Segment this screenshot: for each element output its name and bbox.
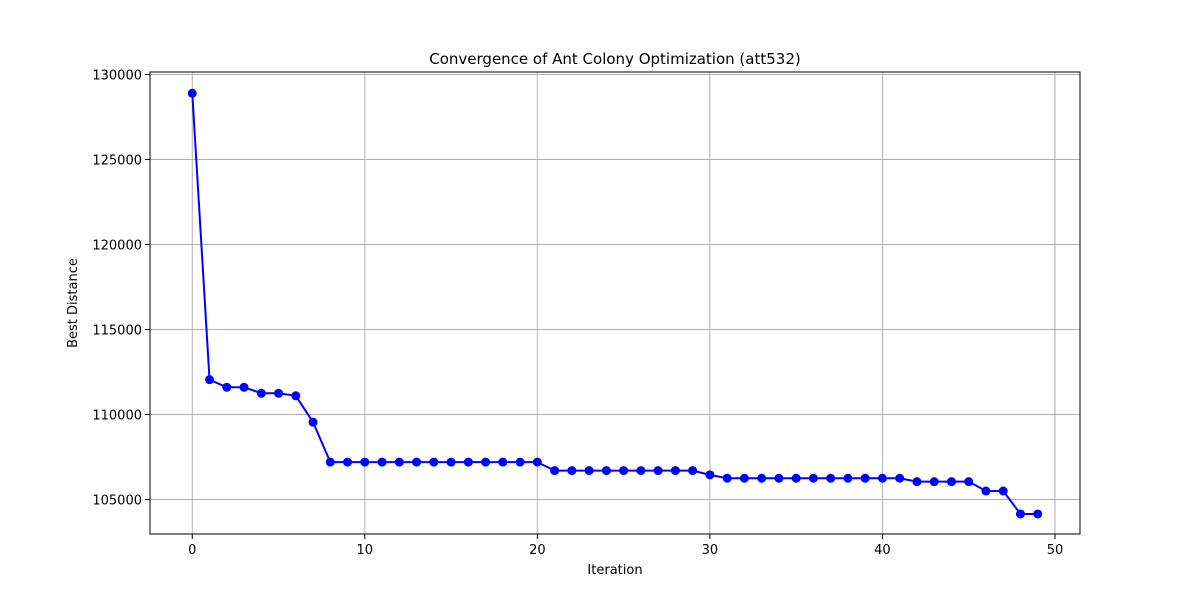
data-point [981, 486, 991, 496]
data-point [826, 473, 836, 483]
data-point [377, 457, 387, 467]
data-point [757, 473, 767, 483]
y-axis-label: Best Distance [66, 258, 81, 348]
data-point [394, 457, 404, 467]
y-tick-label: 115000 [92, 324, 142, 339]
data-point [343, 457, 353, 467]
y-tick-label: 105000 [92, 493, 142, 508]
x-tick-label: 20 [529, 543, 546, 558]
data-point [256, 388, 266, 398]
chart-title: Convergence of Ant Colony Optimization (… [429, 50, 800, 68]
data-point [446, 457, 456, 467]
data-point [912, 477, 922, 487]
data-point [808, 473, 818, 483]
data-markers [187, 88, 1043, 519]
y-tick-label: 110000 [92, 409, 142, 424]
grid-lines [150, 72, 1080, 534]
data-point [308, 417, 318, 427]
x-tick-label: 10 [357, 543, 374, 558]
data-point [205, 375, 215, 385]
data-point [274, 388, 284, 398]
y-tick-label: 130000 [92, 69, 142, 84]
data-point [636, 466, 646, 476]
data-point [843, 473, 853, 483]
data-point [239, 382, 249, 392]
y-axis-ticks: 105000 110000 115000 120000 125000 130000 [92, 69, 150, 508]
x-axis-ticks: 0 10 20 30 40 50 [188, 534, 1063, 558]
data-point [222, 382, 232, 392]
data-point [463, 457, 473, 467]
data-point [601, 466, 611, 476]
data-point [877, 473, 887, 483]
data-point [481, 457, 491, 467]
data-point [412, 457, 422, 467]
data-point [964, 477, 974, 487]
data-point [429, 457, 439, 467]
y-tick-label: 125000 [92, 154, 142, 169]
x-tick-label: 0 [188, 543, 196, 558]
data-point [187, 88, 197, 98]
x-tick-label: 40 [874, 543, 891, 558]
data-point [1015, 509, 1025, 519]
data-point [895, 473, 905, 483]
data-point [705, 470, 715, 480]
data-point [791, 473, 801, 483]
data-point [653, 466, 663, 476]
data-point [619, 466, 629, 476]
data-point [360, 457, 370, 467]
data-point [739, 473, 749, 483]
plot-frame [149, 71, 1081, 535]
data-point [498, 457, 508, 467]
data-point [774, 473, 784, 483]
data-point [946, 477, 956, 487]
data-point [860, 473, 870, 483]
data-point [670, 466, 680, 476]
data-point [325, 457, 335, 467]
data-point [1033, 509, 1043, 519]
data-point [722, 473, 732, 483]
data-point [584, 466, 594, 476]
x-tick-label: 50 [1047, 543, 1064, 558]
data-point [515, 457, 525, 467]
y-tick-label: 120000 [92, 239, 142, 254]
data-point [567, 466, 577, 476]
x-tick-label: 30 [702, 543, 719, 558]
x-axis-label: Iteration [587, 563, 642, 578]
data-point [550, 466, 560, 476]
data-point [998, 486, 1008, 496]
data-point [532, 457, 542, 467]
data-point [929, 477, 939, 487]
data-point [291, 391, 301, 401]
data-point [688, 466, 698, 476]
